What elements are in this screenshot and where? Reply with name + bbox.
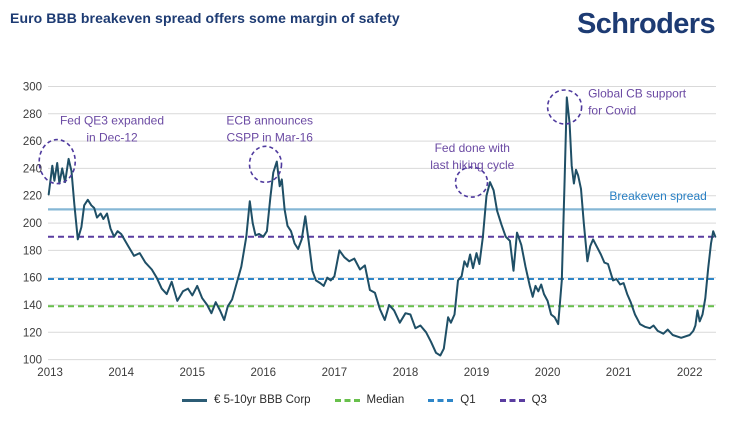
legend-label-median: Median [366,394,405,406]
legend-item-q3: Q3 [499,394,547,406]
y-tick-label: 100 [23,355,42,367]
chart-header: Euro BBB breakeven spread offers some ma… [0,0,729,62]
y-tick-label: 220 [23,191,42,203]
legend-item-series: € 5-10yr BBB Corp [182,394,311,406]
page-title: Euro BBB breakeven spread offers some ma… [10,10,400,26]
x-tick-label: 2013 [37,367,63,379]
annotation-circle-fed-qe3 [38,138,77,185]
y-tick-label: 300 [23,82,42,94]
x-tick-label: 2018 [393,367,419,379]
annotation-text-ecb-cspp: ECB announces CSPP in Mar-16 [226,114,313,145]
annotation-circle-fed-done [454,166,489,198]
series-line-swatch [182,398,208,402]
y-tick-label: 160 [23,273,42,285]
q3-line-swatch [499,398,525,402]
annotation-text-fed-qe3: Fed QE3 expanded in Dec-12 [60,114,164,145]
schroders-logo: Schroders [576,8,716,40]
y-tick-label: 240 [23,163,42,175]
refline-label-breakeven: Breakeven spread [609,189,706,203]
y-tick-label: 180 [23,245,42,257]
median-line-swatch [334,398,360,402]
q1-line-swatch [428,398,454,402]
y-tick-label: 280 [23,109,42,121]
chart-legend: € 5-10yr BBB Corp Median Q1 Q3 [0,394,729,406]
x-tick-label: 2017 [322,367,348,379]
y-tick-label: 200 [23,218,42,230]
x-tick-label: 2019 [464,367,490,379]
x-tick-label: 2020 [535,367,561,379]
x-tick-label: 2016 [251,367,277,379]
series-path [47,96,717,357]
x-tick-label: 2021 [606,367,632,379]
annotation-text-fed-done: Fed done with last hiking cycle [430,141,514,172]
legend-item-q1: Q1 [428,394,476,406]
y-tick-label: 260 [23,136,42,148]
legend-label-series: € 5-10yr BBB Corp [214,394,311,406]
x-tick-label: 2015 [180,367,206,379]
annotation-text-covid-support: Global CB support for Covid [588,86,687,117]
legend-item-median: Median [334,394,405,406]
x-tick-label: 2014 [108,367,134,379]
x-tick-label: 2022 [677,367,703,379]
legend-label-q3: Q3 [531,394,547,406]
annotation-circle-covid-support [546,89,583,125]
y-tick-label: 140 [23,300,42,312]
legend-label-q1: Q1 [460,394,476,406]
annotation-circle-ecb-cspp [248,145,283,184]
y-tick-label: 120 [23,327,42,339]
